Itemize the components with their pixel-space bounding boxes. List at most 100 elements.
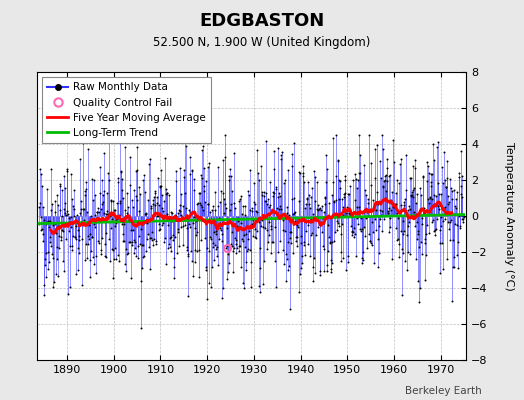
Point: [222, 205, 230, 212]
Point: [366, 238, 375, 244]
Point: [100, 210, 108, 216]
Point: [345, 209, 353, 216]
Point: [309, 277, 317, 284]
Point: [287, 229, 296, 235]
Point: [360, 208, 368, 215]
Point: [188, 167, 196, 173]
Point: [169, 264, 178, 270]
Point: [297, 240, 305, 246]
Point: [402, 210, 410, 216]
Point: [107, 197, 115, 204]
Point: [48, 201, 57, 208]
Point: [173, 250, 181, 256]
Point: [407, 192, 416, 199]
Point: [74, 237, 83, 244]
Point: [88, 234, 96, 240]
Point: [316, 204, 324, 211]
Point: [108, 274, 117, 281]
Point: [223, 224, 231, 231]
Point: [259, 224, 267, 231]
Point: [136, 241, 145, 248]
Point: [96, 190, 104, 196]
Point: [218, 295, 226, 301]
Point: [252, 208, 260, 214]
Point: [266, 202, 274, 208]
Point: [420, 211, 428, 217]
Point: [59, 228, 67, 234]
Point: [143, 220, 151, 226]
Point: [368, 218, 376, 225]
Point: [82, 186, 90, 192]
Point: [124, 250, 132, 256]
Point: [180, 136, 189, 143]
Point: [241, 202, 249, 209]
Point: [301, 201, 310, 207]
Point: [236, 196, 244, 202]
Point: [428, 219, 436, 226]
Point: [449, 264, 457, 270]
Point: [244, 236, 252, 242]
Point: [123, 209, 131, 216]
Point: [291, 208, 299, 215]
Point: [312, 206, 321, 212]
Point: [202, 264, 210, 270]
Point: [58, 186, 66, 193]
Point: [279, 227, 287, 234]
Point: [127, 226, 135, 233]
Point: [263, 227, 271, 233]
Point: [56, 180, 64, 187]
Point: [70, 206, 78, 213]
Point: [256, 245, 265, 252]
Point: [157, 167, 166, 173]
Point: [270, 148, 279, 154]
Point: [145, 155, 154, 162]
Point: [383, 156, 391, 162]
Point: [427, 179, 435, 185]
Point: [185, 154, 194, 160]
Point: [306, 253, 314, 259]
Point: [433, 144, 441, 150]
Point: [222, 276, 231, 282]
Point: [394, 214, 402, 221]
Point: [336, 178, 344, 184]
Point: [350, 225, 358, 231]
Point: [50, 228, 58, 235]
Point: [386, 215, 394, 221]
Point: [226, 166, 234, 172]
Point: [332, 196, 340, 203]
Point: [249, 217, 257, 224]
Point: [411, 200, 420, 206]
Point: [220, 196, 228, 202]
Point: [196, 199, 204, 206]
Point: [97, 200, 106, 207]
Point: [167, 234, 175, 240]
Point: [277, 206, 285, 212]
Point: [401, 187, 410, 194]
Point: [391, 201, 399, 208]
Point: [195, 274, 203, 280]
Point: [403, 248, 412, 255]
Point: [149, 196, 157, 203]
Point: [435, 240, 444, 246]
Point: [322, 152, 331, 158]
Point: [100, 187, 108, 194]
Point: [167, 208, 175, 215]
Point: [168, 232, 177, 238]
Point: [47, 166, 55, 172]
Point: [71, 234, 79, 240]
Point: [189, 187, 198, 194]
Point: [209, 244, 217, 250]
Point: [383, 165, 391, 171]
Point: [283, 267, 292, 274]
Point: [165, 241, 173, 247]
Point: [330, 238, 338, 244]
Point: [436, 270, 444, 276]
Point: [374, 201, 382, 208]
Point: [278, 149, 286, 155]
Point: [403, 267, 411, 273]
Point: [159, 215, 168, 222]
Point: [144, 196, 152, 203]
Point: [186, 170, 194, 177]
Point: [285, 167, 293, 173]
Point: [272, 210, 281, 216]
